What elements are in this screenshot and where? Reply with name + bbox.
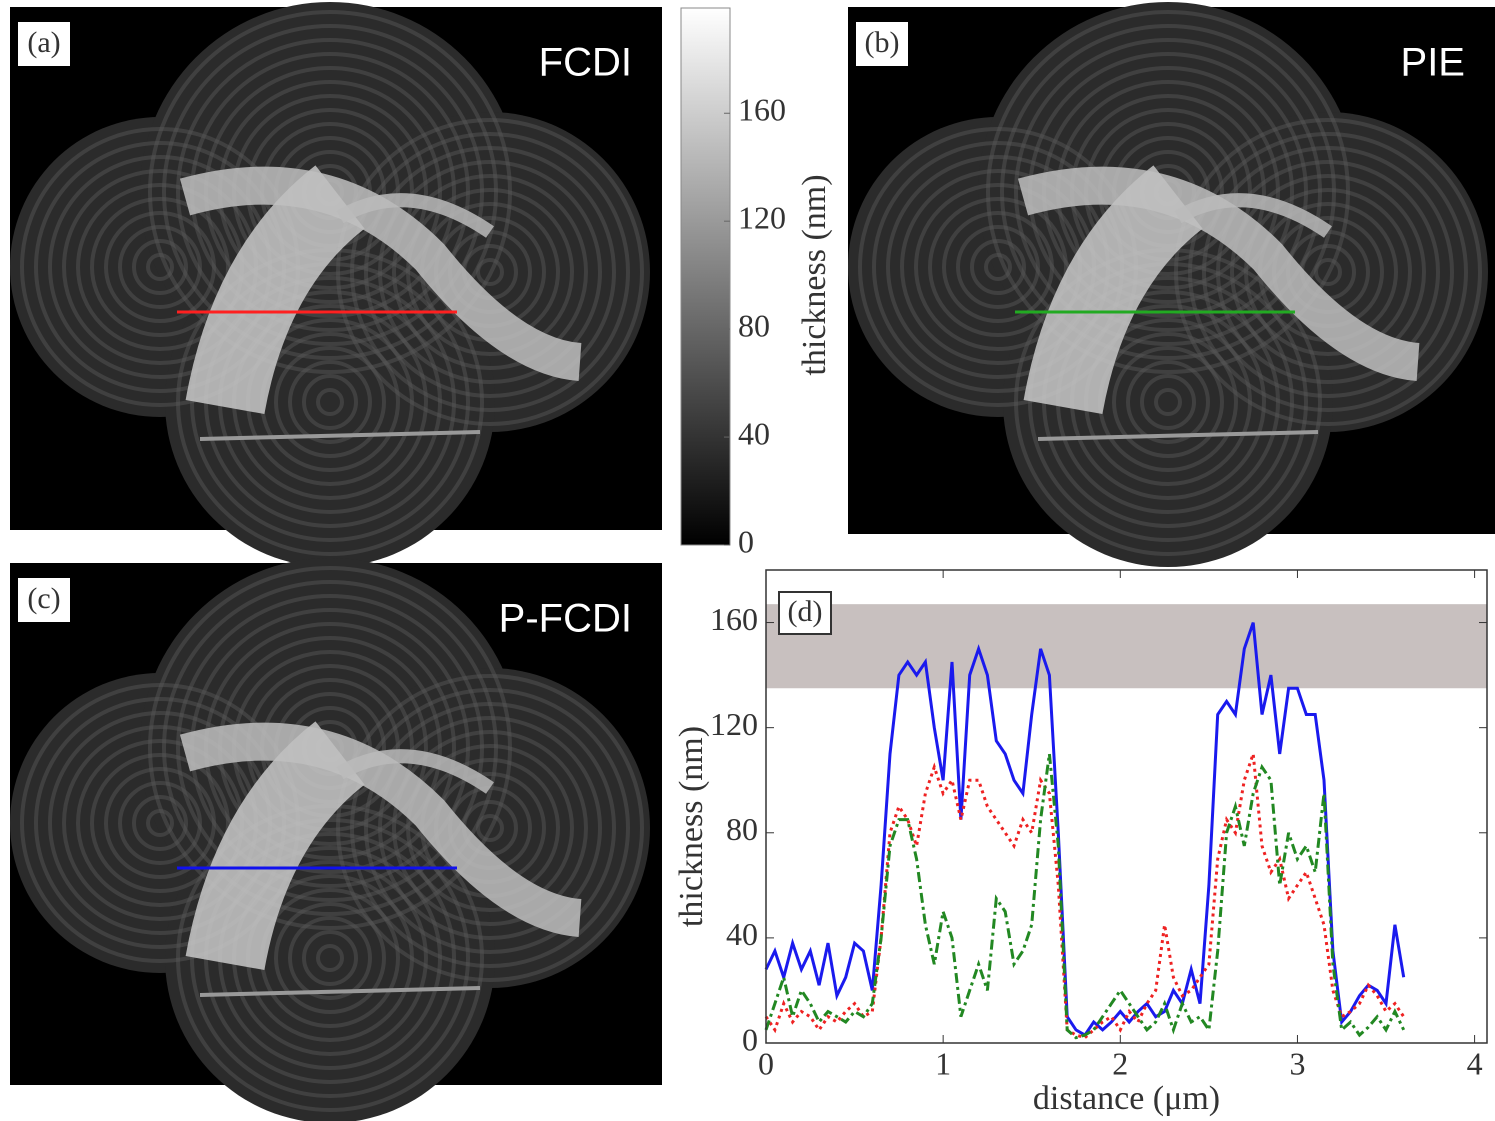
y-tick-label: 120 (710, 706, 758, 742)
colorbar-tick-label: 120 (738, 200, 786, 236)
ring-artifact (1028, 262, 1308, 542)
annotation-box (778, 591, 832, 635)
data-line (764, 753, 1405, 1040)
sample-arm (185, 165, 366, 415)
panel-label: (a) (27, 26, 60, 59)
ring-artifact (90, 197, 230, 337)
ring-artifact (90, 753, 230, 893)
annotation: (d) (788, 595, 823, 628)
ring-artifact (132, 239, 188, 295)
sample-arm (1023, 165, 1204, 415)
data-line (764, 753, 1406, 1040)
ring-artifact (1174, 118, 1482, 426)
colorbar-tick-label: 0 (738, 523, 754, 559)
ring-artifact (336, 118, 644, 426)
plot-frame (765, 569, 1488, 1044)
panel-label: (b) (865, 26, 900, 59)
image-panel: (c) P-FCDI (10, 558, 662, 1121)
bright-streak (1037, 430, 1319, 441)
colorbar-label: thickness (nm) (796, 174, 833, 375)
ring-artifact (302, 374, 358, 430)
ring-artifact (364, 702, 616, 954)
ring-artifact (132, 795, 188, 851)
ring-artifact (392, 174, 588, 370)
x-axis-label: distance (μm) (1033, 1080, 1220, 1117)
x-tick-label: 1 (935, 1045, 951, 1081)
x-tick-label: 2 (1112, 1045, 1128, 1081)
panel-label-box (856, 22, 908, 66)
colorbar-tick-label: 40 (738, 415, 770, 451)
ring-artifact (1126, 360, 1210, 444)
ring-artifact (1154, 388, 1182, 416)
y-tick-label: 160 (710, 601, 758, 637)
ring-artifact (928, 197, 1068, 337)
ring-artifact (1202, 146, 1454, 398)
sample-arm (336, 193, 494, 238)
ring-artifact (350, 688, 630, 968)
reference-band (766, 604, 1487, 689)
ring-artifact (476, 814, 504, 842)
panel-title: FCDI (539, 41, 632, 85)
ring-artifact (1314, 258, 1342, 286)
y-tick-label: 80 (726, 811, 758, 847)
ring-artifact (476, 258, 504, 286)
sample-arm (1017, 166, 1421, 381)
ring-artifact (190, 818, 470, 1098)
ring-artifact (274, 902, 386, 1014)
ring-artifact (316, 944, 344, 972)
ring-artifact (190, 262, 470, 542)
panel-label-box (18, 22, 70, 66)
image-panel: (b) PIE (848, 2, 1495, 567)
sample-arm (179, 722, 583, 937)
sample-arm (179, 166, 583, 381)
image-panel: (a) FCDI (10, 2, 662, 567)
ring-artifact (1140, 374, 1196, 430)
ring-artifact (970, 239, 1026, 295)
y-axis-label: thickness (nm) (673, 726, 710, 927)
ring-artifact (336, 674, 644, 982)
ring-artifact (350, 132, 630, 412)
ring-artifact (274, 346, 386, 458)
ring-artifact (364, 146, 616, 398)
x-tick-label: 4 (1467, 1045, 1483, 1081)
sample-arm (185, 721, 366, 971)
colorbar-tick-label: 160 (738, 92, 786, 128)
y-tick-label: 40 (726, 916, 758, 952)
bright-streak (199, 986, 481, 997)
ring-artifact (288, 916, 372, 1000)
panel-label-box (18, 578, 70, 622)
ring-artifact (1230, 174, 1426, 370)
panel-title: PIE (1401, 41, 1465, 85)
sample-arm (1174, 193, 1332, 238)
ring-artifact (316, 388, 344, 416)
x-tick-label: 0 (758, 1045, 774, 1081)
colorbar-tick-label: 80 (738, 307, 770, 343)
y-tick-label: 0 (742, 1021, 758, 1057)
ring-artifact (1112, 346, 1224, 458)
panel-label: (c) (27, 582, 60, 615)
ring-artifact (302, 930, 358, 986)
bright-streak (199, 430, 481, 441)
colorbar (680, 7, 731, 546)
panel-title: P-FCDI (499, 597, 632, 641)
ring-artifact (392, 730, 588, 926)
ring-artifact (1188, 132, 1468, 412)
x-tick-label: 3 (1289, 1045, 1305, 1081)
sample-arm (336, 749, 494, 794)
ring-artifact (288, 360, 372, 444)
